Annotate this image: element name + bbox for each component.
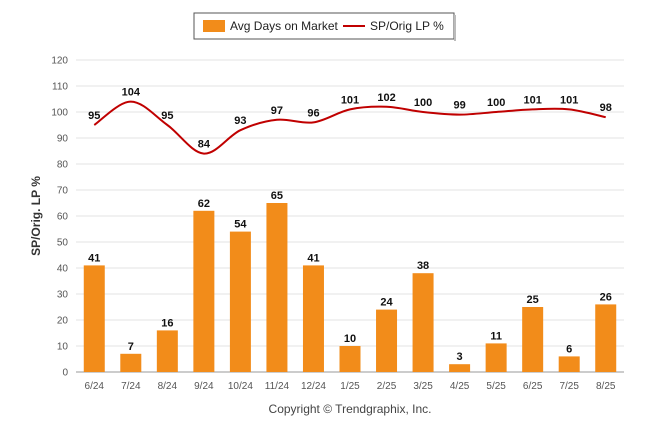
line-value-label: 101 <box>523 94 541 106</box>
bar-value-label: 16 <box>161 317 173 329</box>
line-path <box>93 100 606 155</box>
bar-value-label: 41 <box>88 252 100 264</box>
y-tick-label: 50 <box>57 238 69 249</box>
bar <box>302 265 324 372</box>
bar-value-label: 62 <box>198 198 210 210</box>
x-tick-label: 4/25 <box>450 381 470 392</box>
x-axis-ticks: 6/24 7/24 8/24 9/24 10/24 11/24 12/24 1/25 2/25 3… <box>85 381 616 392</box>
bar <box>120 353 142 372</box>
y-tick-label: 110 <box>52 82 68 93</box>
legend-box <box>193 12 455 40</box>
bar-value-label: 25 <box>527 294 539 306</box>
line-value-label: 100 <box>487 97 505 109</box>
line-series: 95 104 95 84 93 97 96 101 102 100 99 100 101 101 98 <box>88 87 612 155</box>
bar <box>485 343 507 372</box>
bar-series: 41 7 16 62 54 65 41 10 24 38 3 11 25 6 26 <box>83 190 617 372</box>
bar-value-label: 10 <box>344 333 356 345</box>
line-value-label: 97 <box>271 105 283 117</box>
y-tick-label: 30 <box>57 290 69 301</box>
bar-value-label: 38 <box>417 260 429 272</box>
y-tick-label: 80 <box>57 160 69 171</box>
bar <box>229 231 251 372</box>
x-tick-label: 8/24 <box>158 381 178 392</box>
line-value-label: 99 <box>453 100 465 112</box>
y-tick-label: 70 <box>57 186 69 197</box>
legend-bar-swatch <box>203 20 225 32</box>
legend-box-shadow <box>454 15 456 41</box>
x-tick-label: 10/24 <box>228 381 253 392</box>
y-tick-label: 120 <box>51 56 68 67</box>
y-tick-label: 0 <box>62 368 68 379</box>
line-value-label: 102 <box>377 92 395 104</box>
bar <box>339 346 361 372</box>
line-value-label: 96 <box>307 107 319 119</box>
line-value-label: 93 <box>234 115 246 127</box>
y-tick-label: 100 <box>51 108 68 119</box>
y-axis-ticks: 0 10 20 30 40 50 60 70 80 90 100 110 120 <box>51 56 68 379</box>
y-tick-label: 60 <box>57 212 69 223</box>
bar <box>522 307 544 372</box>
line-value-label: 100 <box>414 97 432 109</box>
x-tick-label: 2/25 <box>377 381 397 392</box>
x-tick-label: 3/25 <box>413 381 433 392</box>
legend: Avg Days on Market SP/Orig LP % <box>193 12 456 41</box>
x-tick-label: 1/25 <box>340 381 360 392</box>
line-value-label: 95 <box>88 110 100 122</box>
bar-value-label: 65 <box>271 190 283 202</box>
bar <box>449 364 471 372</box>
y-tick-label: 90 <box>57 134 69 145</box>
x-tick-label: 6/24 <box>85 381 105 392</box>
bar <box>193 210 215 372</box>
bar <box>595 304 617 372</box>
x-tick-label: 5/25 <box>486 381 506 392</box>
bar-value-label: 24 <box>380 297 393 309</box>
bar-value-label: 3 <box>457 351 463 363</box>
bar <box>412 273 434 372</box>
y-axis-label: SP/Orig. LP % <box>29 176 43 256</box>
y-tick-label: 40 <box>57 264 69 275</box>
copyright-text: Copyright © Trendgraphix, Inc. <box>269 402 432 416</box>
bar-value-label: 7 <box>128 341 134 353</box>
bar-value-label: 26 <box>600 291 612 303</box>
line-value-label: 104 <box>122 87 141 99</box>
x-tick-label: 9/24 <box>194 381 214 392</box>
x-tick-label: 7/25 <box>559 381 579 392</box>
y-tick-label: 20 <box>57 316 69 327</box>
bar <box>376 309 398 372</box>
bar <box>83 265 105 372</box>
bar <box>266 203 288 372</box>
bar-value-label: 11 <box>490 330 502 342</box>
line-value-label: 95 <box>161 110 173 122</box>
bar <box>558 356 580 372</box>
legend-line-label: SP/Orig LP % <box>370 19 444 33</box>
x-tick-label: 6/25 <box>523 381 543 392</box>
y-tick-label: 10 <box>57 342 69 353</box>
line-value-label: 101 <box>560 94 578 106</box>
x-tick-label: 11/24 <box>265 381 290 392</box>
line-value-label: 84 <box>198 139 211 151</box>
bar <box>156 330 178 372</box>
x-tick-label: 7/24 <box>121 381 141 392</box>
x-tick-label: 12/24 <box>301 381 326 392</box>
line-value-label: 98 <box>600 102 612 114</box>
bar-value-label: 54 <box>234 219 247 231</box>
legend-bar-label: Avg Days on Market <box>230 19 338 33</box>
x-tick-label: 8/25 <box>596 381 616 392</box>
line-value-label: 101 <box>341 94 359 106</box>
bar-value-label: 41 <box>307 252 319 264</box>
bar-value-label: 6 <box>566 343 572 355</box>
